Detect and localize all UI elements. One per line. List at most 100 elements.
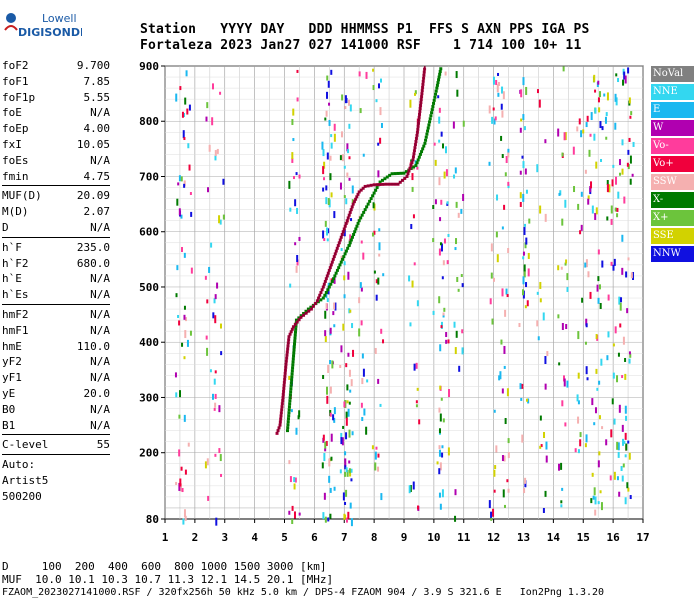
x-trace-point bbox=[412, 165, 416, 169]
noise-echo bbox=[628, 351, 631, 355]
noise-echo bbox=[597, 97, 600, 103]
param-value: N/A bbox=[90, 355, 110, 369]
noise-echo bbox=[334, 302, 337, 311]
noise-echo bbox=[189, 192, 192, 196]
noise-echo bbox=[621, 234, 624, 242]
x-trace-point bbox=[338, 263, 342, 267]
noise-echo bbox=[183, 180, 186, 187]
noise-echo bbox=[606, 355, 609, 361]
noise-echo bbox=[347, 149, 350, 154]
noise-echo bbox=[521, 155, 524, 159]
noise-echo bbox=[488, 105, 491, 114]
param-value: 110.0 bbox=[76, 339, 110, 353]
noise-echo bbox=[523, 488, 526, 494]
noise-echo bbox=[439, 413, 442, 422]
noise-echo bbox=[461, 329, 464, 334]
legend-item: Vo- bbox=[651, 138, 694, 154]
noise-echo bbox=[629, 155, 632, 164]
noise-echo bbox=[616, 476, 619, 481]
noise-echo bbox=[461, 283, 464, 288]
noise-echo bbox=[439, 344, 442, 352]
noise-echo bbox=[594, 509, 597, 516]
noise-echo bbox=[523, 227, 526, 236]
noise-echo bbox=[375, 99, 378, 103]
noise-echo bbox=[181, 342, 184, 347]
noise-echo bbox=[619, 159, 622, 166]
noise-echo bbox=[495, 231, 498, 238]
noise-echo bbox=[328, 102, 331, 106]
noise-echo bbox=[507, 488, 510, 493]
param-row: D N/A bbox=[2, 220, 110, 236]
noise-echo bbox=[362, 368, 365, 377]
noise-echo bbox=[540, 444, 543, 448]
noise-echo bbox=[454, 489, 457, 496]
noise-echo bbox=[296, 207, 299, 214]
noise-echo bbox=[216, 148, 219, 154]
x-tick-label: 2 bbox=[192, 531, 199, 544]
noise-echo bbox=[590, 112, 593, 121]
param-row: fmin 4.75 bbox=[2, 169, 110, 185]
noise-echo bbox=[349, 309, 352, 313]
noise-echo bbox=[342, 425, 345, 429]
noise-echo bbox=[344, 465, 347, 470]
noise-echo bbox=[330, 142, 333, 149]
noise-echo bbox=[626, 308, 629, 314]
noise-echo bbox=[447, 233, 450, 237]
noise-echo bbox=[321, 141, 324, 150]
noise-echo bbox=[185, 317, 188, 322]
noise-echo bbox=[205, 116, 208, 122]
x-trace-point bbox=[327, 285, 331, 289]
noise-echo bbox=[214, 453, 217, 457]
x-trace-point bbox=[321, 296, 325, 300]
y-tick-label: 300 bbox=[139, 391, 159, 404]
noise-echo bbox=[327, 282, 330, 287]
noise-echo bbox=[440, 243, 443, 252]
noise-echo bbox=[438, 445, 441, 450]
noise-echo bbox=[325, 110, 328, 117]
noise-echo bbox=[591, 398, 594, 406]
noise-echo bbox=[460, 274, 463, 278]
param-label: fxI bbox=[2, 137, 22, 151]
param-value: 10.05 bbox=[76, 137, 110, 151]
noise-echo bbox=[518, 323, 521, 328]
param-separator bbox=[2, 236, 110, 238]
noise-echo bbox=[631, 173, 634, 177]
noise-echo bbox=[416, 300, 419, 307]
x-trace-point bbox=[324, 291, 328, 294]
noise-echo bbox=[184, 469, 187, 475]
noise-echo bbox=[628, 452, 631, 460]
param-row: B1 N/A bbox=[2, 418, 110, 434]
noise-echo bbox=[219, 454, 222, 462]
noise-echo bbox=[536, 320, 539, 327]
x-trace-point bbox=[385, 175, 389, 179]
noise-echo bbox=[330, 192, 333, 198]
noise-echo bbox=[584, 341, 587, 345]
noise-echo bbox=[220, 351, 223, 356]
noise-echo bbox=[621, 267, 624, 275]
noise-echo bbox=[296, 259, 299, 266]
x-trace-point bbox=[334, 271, 338, 275]
noise-echo bbox=[178, 414, 181, 419]
noise-echo bbox=[332, 414, 335, 421]
y-tick-label: 800 bbox=[139, 115, 159, 128]
noise-echo bbox=[621, 375, 624, 379]
noise-echo bbox=[351, 185, 354, 194]
noise-echo bbox=[546, 351, 549, 357]
noise-echo bbox=[290, 409, 293, 413]
noise-echo bbox=[377, 83, 380, 89]
noise-echo bbox=[557, 314, 560, 319]
param-label: C-level bbox=[2, 438, 49, 452]
noise-echo bbox=[580, 224, 583, 231]
noise-echo bbox=[329, 360, 332, 365]
noise-echo bbox=[527, 252, 530, 259]
noise-echo bbox=[598, 380, 601, 385]
noise-echo bbox=[594, 496, 597, 505]
noise-echo bbox=[528, 218, 531, 224]
noise-echo bbox=[606, 180, 609, 186]
noise-echo bbox=[329, 513, 332, 519]
noise-echo bbox=[375, 279, 378, 284]
noise-echo bbox=[539, 445, 542, 449]
noise-echo bbox=[340, 345, 343, 353]
noise-echo bbox=[345, 489, 348, 497]
noise-echo bbox=[342, 492, 345, 501]
